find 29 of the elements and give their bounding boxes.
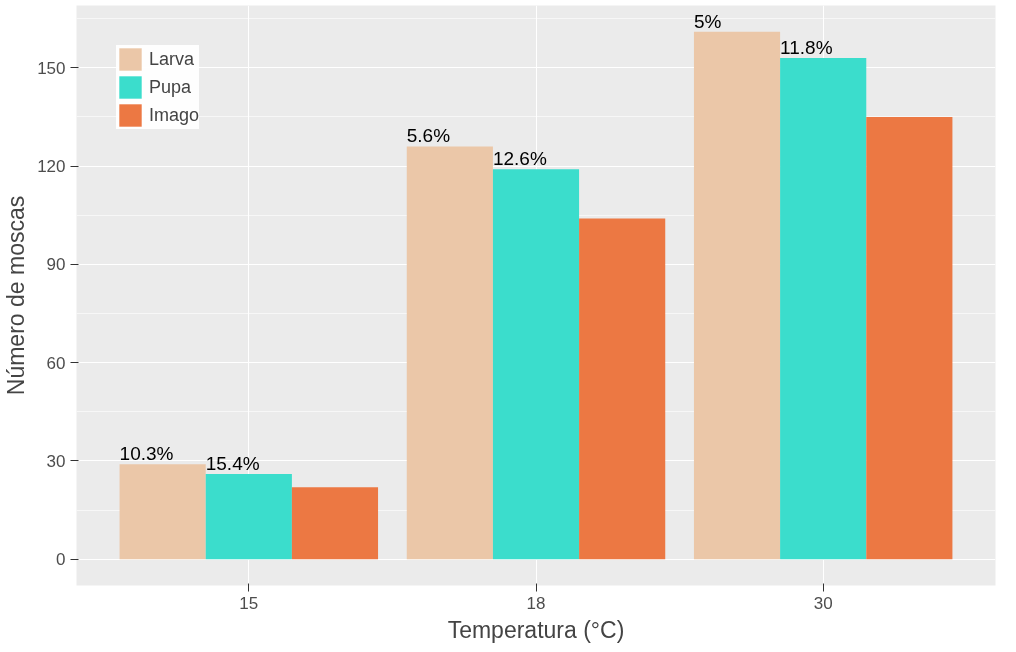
annotation: 11.8% xyxy=(780,36,833,58)
bar xyxy=(866,116,953,560)
bar xyxy=(780,57,867,560)
bar xyxy=(492,169,580,560)
bar xyxy=(693,31,781,560)
bar xyxy=(291,487,379,560)
legend-label: Larva xyxy=(149,48,195,70)
y-axis-title: Número de moscas xyxy=(3,195,30,396)
y-tick-label: 30 xyxy=(46,451,66,471)
y-tick-label: 90 xyxy=(46,255,66,275)
bar xyxy=(579,218,666,560)
y-tick-label: 60 xyxy=(46,353,66,373)
x-tick-label: 18 xyxy=(526,593,546,613)
legend-label: Pupa xyxy=(149,76,192,98)
legend-label: Imago xyxy=(149,104,200,126)
annotation: 5% xyxy=(693,10,722,32)
y-tick-label: 0 xyxy=(56,550,66,570)
annotation: 12.6% xyxy=(492,148,547,170)
x-tick-label: 15 xyxy=(239,593,259,613)
bar xyxy=(119,464,206,560)
y-tick-label: 150 xyxy=(37,58,66,78)
bar xyxy=(205,474,292,560)
annotation: 10.3% xyxy=(119,443,174,465)
y-tick-label: 120 xyxy=(37,157,66,177)
x-tick-label: 30 xyxy=(813,593,833,613)
annotation: 15.4% xyxy=(205,453,260,475)
annotation: 5.6% xyxy=(406,125,451,147)
x-axis-title: Temperatura (°C) xyxy=(447,616,625,643)
bar xyxy=(406,146,493,560)
